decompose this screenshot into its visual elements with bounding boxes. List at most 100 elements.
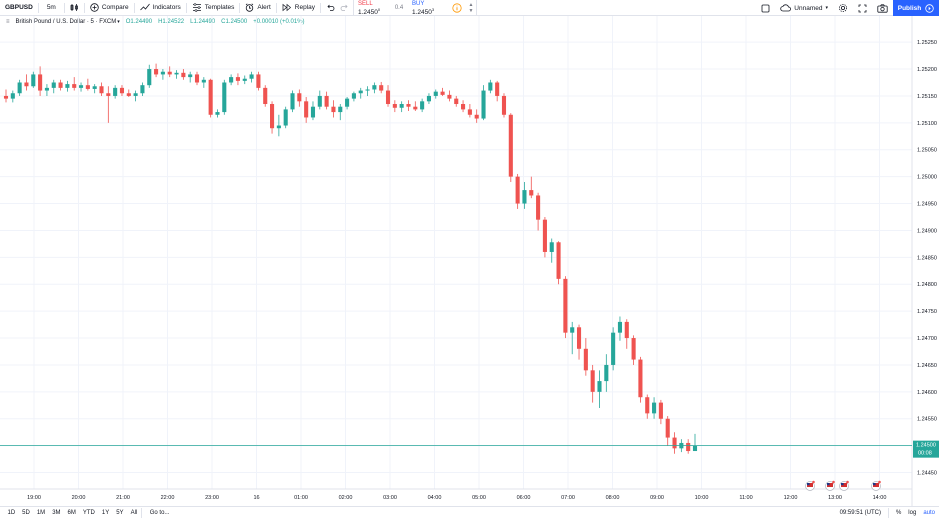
candle-body bbox=[692, 445, 698, 452]
candle-body bbox=[420, 101, 425, 110]
candle-body bbox=[174, 72, 179, 75]
candle-body bbox=[399, 104, 404, 108]
chart-legend: ≡ British Pound / U.S. Dollar · 5 · FXCM… bbox=[6, 19, 305, 25]
divider bbox=[239, 2, 241, 13]
collapse-legend-icon[interactable]: ≡ bbox=[6, 19, 10, 25]
candle-body bbox=[215, 112, 220, 115]
range-6m[interactable]: 6M bbox=[67, 509, 76, 516]
camera-icon bbox=[877, 3, 888, 13]
event-flag-4-icon[interactable] bbox=[871, 480, 881, 491]
bottom-toolbar: 1D 5D 1M 3M 6M YTD 1Y 5Y All Go to... 09:59:51 (… bbox=[0, 506, 939, 518]
replay-button[interactable]: Replay bbox=[277, 0, 320, 16]
time-tick-label: 07:00 bbox=[561, 495, 575, 501]
last-price-box bbox=[913, 440, 939, 458]
candle-body bbox=[645, 397, 650, 414]
log-toggle[interactable]: log bbox=[908, 509, 917, 516]
candle-body bbox=[549, 242, 554, 252]
candle-body bbox=[556, 242, 561, 279]
symbol-label: GBPUSD bbox=[5, 4, 33, 11]
candle-body bbox=[310, 106, 316, 118]
event-flag-1-icon[interactable] bbox=[805, 480, 815, 491]
candle-body bbox=[372, 85, 377, 90]
range-all[interactable]: All bbox=[130, 509, 138, 516]
layout-name: Unnamed bbox=[794, 4, 823, 12]
candle-body bbox=[147, 69, 152, 86]
price-axis[interactable]: 1.25250 1.25200 1.25150 1.25100 1.25050 1.250… bbox=[917, 40, 937, 476]
event-flag-3-icon[interactable] bbox=[839, 480, 849, 491]
candle-body bbox=[106, 93, 111, 96]
candle-body bbox=[658, 402, 663, 419]
compare-button[interactable]: Compare bbox=[85, 0, 134, 16]
chevron-down-icon[interactable]: ▾ bbox=[117, 19, 120, 25]
chevron-up-icon[interactable]: ▲ bbox=[468, 1, 474, 8]
divider bbox=[887, 507, 889, 518]
utc-clock[interactable]: 09:59:51 (UTC) bbox=[839, 509, 881, 516]
templates-button[interactable]: Templates bbox=[187, 0, 240, 16]
chart-style-button[interactable] bbox=[65, 0, 84, 16]
candle-body bbox=[481, 90, 486, 119]
range-5y[interactable]: 5Y bbox=[116, 509, 124, 516]
candle-body bbox=[665, 418, 670, 438]
candle-body bbox=[501, 95, 507, 115]
save-layout-button[interactable]: Unnamed ▾ bbox=[775, 0, 833, 16]
range-ytd[interactable]: YTD bbox=[82, 509, 95, 516]
candle-body bbox=[652, 402, 657, 414]
candle-body bbox=[474, 114, 479, 119]
plus-circle-icon bbox=[90, 3, 99, 12]
candle-body bbox=[283, 109, 288, 126]
indicators-button[interactable]: Indicators bbox=[135, 0, 186, 16]
legend-title[interactable]: British Pound / U.S. Dollar · 5 · FXCM bbox=[15, 19, 117, 25]
range-3m[interactable]: 3M bbox=[52, 509, 61, 516]
candle-body bbox=[617, 321, 623, 333]
candle-body bbox=[242, 78, 247, 81]
candles-layer bbox=[3, 63, 698, 454]
time-tick-label: 16 bbox=[253, 495, 259, 501]
time-tick-label: 23:00 bbox=[205, 495, 219, 501]
goto-date-button[interactable]: Go to... bbox=[149, 509, 170, 516]
candle-body bbox=[167, 71, 172, 75]
range-1d[interactable]: 1D bbox=[7, 509, 16, 516]
candle-body bbox=[3, 95, 9, 99]
time-axis[interactable]: 19:00 20:00 21:00 22:00 23:00 16 01:00 02:00 03:… bbox=[27, 495, 886, 501]
play-circle-icon bbox=[925, 3, 934, 13]
order-info-button[interactable] bbox=[448, 0, 466, 15]
time-tick-label: 02:00 bbox=[339, 495, 353, 501]
candle-body bbox=[597, 381, 602, 392]
range-1y[interactable]: 1Y bbox=[101, 509, 110, 516]
redo-button[interactable] bbox=[340, 0, 354, 16]
candle-body bbox=[31, 74, 36, 87]
undo-button[interactable] bbox=[321, 0, 340, 16]
symbol-search-button[interactable]: GBPUSD bbox=[0, 0, 38, 16]
candle-body bbox=[686, 442, 691, 452]
interval-button[interactable]: 5m bbox=[39, 0, 64, 16]
range-1m[interactable]: 1M bbox=[36, 509, 46, 516]
right-toolbar: Unnamed ▾ Publish bbox=[756, 0, 939, 16]
candle-body bbox=[188, 74, 193, 78]
compare-label: Compare bbox=[101, 4, 129, 11]
price-tick-label: 1.24700 bbox=[917, 336, 937, 342]
snapshot-button[interactable] bbox=[872, 0, 893, 16]
chevron-down-icon[interactable]: ▼ bbox=[468, 7, 474, 14]
candle-body bbox=[365, 89, 370, 91]
price-chart[interactable]: 1.25250 1.25200 1.25150 1.25100 1.25050 1.250… bbox=[0, 16, 939, 506]
settings-button[interactable] bbox=[833, 0, 853, 16]
candle-body bbox=[590, 370, 595, 392]
candle-body bbox=[78, 85, 84, 88]
price-tick-label: 1.24750 bbox=[917, 309, 937, 315]
divider bbox=[83, 2, 85, 13]
candle-body bbox=[379, 85, 384, 91]
sell-button[interactable]: SELL 1.24500 bbox=[354, 0, 390, 16]
percent-toggle[interactable]: % bbox=[895, 509, 902, 516]
divider bbox=[133, 2, 135, 13]
quantity-stepper[interactable]: ▲ ▼ bbox=[466, 0, 476, 15]
fullscreen-button[interactable] bbox=[853, 0, 872, 16]
alert-button[interactable]: Alert bbox=[240, 0, 275, 16]
candle-body bbox=[447, 94, 452, 99]
buy-button[interactable]: BUY 1.24503 bbox=[408, 0, 448, 16]
auto-scale-toggle[interactable]: auto bbox=[923, 509, 935, 516]
layout-select-button[interactable] bbox=[756, 0, 775, 16]
publish-button[interactable]: Publish bbox=[893, 0, 939, 16]
range-5d[interactable]: 5D bbox=[22, 509, 30, 516]
candle-body bbox=[454, 98, 459, 105]
event-flag-2-icon[interactable] bbox=[825, 480, 835, 491]
